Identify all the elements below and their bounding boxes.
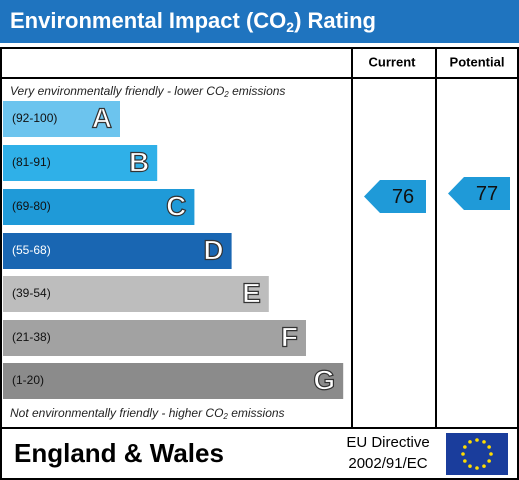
flag-star [482,464,486,468]
frame [0,47,519,480]
top-note: Very environmentally friendly - lower CO… [10,84,285,99]
flag-star [475,466,479,470]
band-bar [3,189,195,225]
band-range: (1-20) [12,373,44,387]
column-header: Potential [450,54,505,69]
directive: 2002/91/EC [348,455,427,472]
band-range: (92-100) [12,111,57,125]
eu-flag [446,433,508,475]
flag-star [468,440,472,444]
rating-value: 77 [476,183,498,205]
column-header: Current [369,54,417,69]
band-letter: E [242,277,261,308]
flag-star [475,438,479,442]
band-letter: B [129,146,149,177]
directive: EU Directive [346,434,429,451]
band-letter: G [313,364,335,395]
region: England & Wales [14,438,224,468]
band-bar [3,320,306,356]
rating-arrow [448,177,510,210]
band-letter: F [281,321,298,352]
flag-star [487,459,491,463]
flag-star [489,452,493,456]
flag-star [482,440,486,444]
band-bar [3,363,344,399]
flag-star [461,452,465,456]
band-range: (21-38) [12,330,51,344]
rating-arrow [364,180,426,213]
band-letter: D [203,234,223,265]
band-range: (39-54) [12,286,51,300]
title: Environmental Impact (CO2) Rating [10,8,376,35]
band-bar [3,145,158,181]
band-range: (81-91) [12,155,51,169]
band-bar [3,233,232,269]
flag-star [487,445,491,449]
rating-value: 76 [392,186,414,208]
band-letter: A [92,102,112,133]
band-bar [3,101,120,137]
flag-star [463,459,467,463]
bottom-note: Not environmentally friendly - higher CO… [10,406,285,421]
band-range: (69-80) [12,199,51,213]
band-letter: C [166,190,186,221]
flag-star [468,464,472,468]
title-bar [0,0,519,43]
flag-star [463,445,467,449]
band-bar [3,276,269,312]
band-range: (55-68) [12,243,51,257]
